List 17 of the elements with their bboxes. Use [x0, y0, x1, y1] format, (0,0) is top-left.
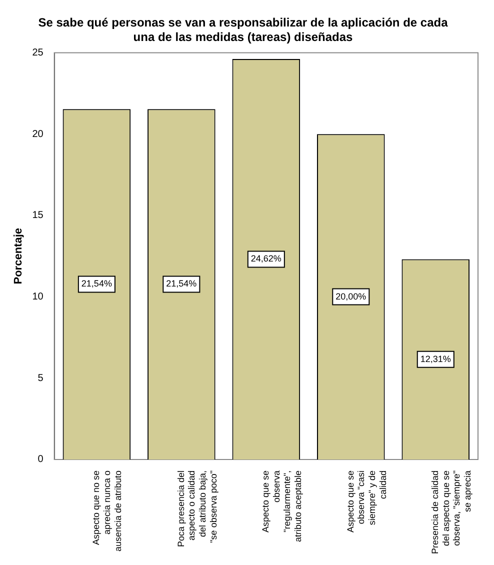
y-tick-label: 0: [38, 454, 44, 466]
y-tick-label: 15: [32, 210, 44, 222]
y-tick-label: 5: [38, 372, 44, 384]
y-tick-label: 10: [32, 292, 44, 303]
data-label: 21,54%: [81, 278, 112, 289]
y-tick-label: 20: [32, 128, 44, 140]
x-tick-label: Aspecto que se observa "casi siempre" y de calidad: [345, 470, 388, 532]
x-tick-label: Aspecto que no se aprecia nunca o ausencia de atributo: [91, 470, 123, 552]
data-label: 24,62%: [250, 254, 282, 264]
data-label: 20,00%: [336, 291, 366, 302]
chart-title: Se sabe qué personas se van a responsabilizar de la aplicación de cada una de las medidas (tareas) diseñadas: [38, 16, 448, 44]
y-tick-label: 25: [32, 48, 44, 59]
x-tick-label: Presencia de calidad del aspecto que se observa, "siempre" se aprecia: [430, 470, 473, 554]
data-label: 21,54%: [166, 278, 197, 289]
y-axis-title: Porcentaje: [12, 228, 25, 284]
x-tick-label: Poca presencia del aspecto o calidad del atributo baja, "se observa poco": [176, 470, 218, 548]
data-label: 12,31%: [420, 354, 451, 364]
